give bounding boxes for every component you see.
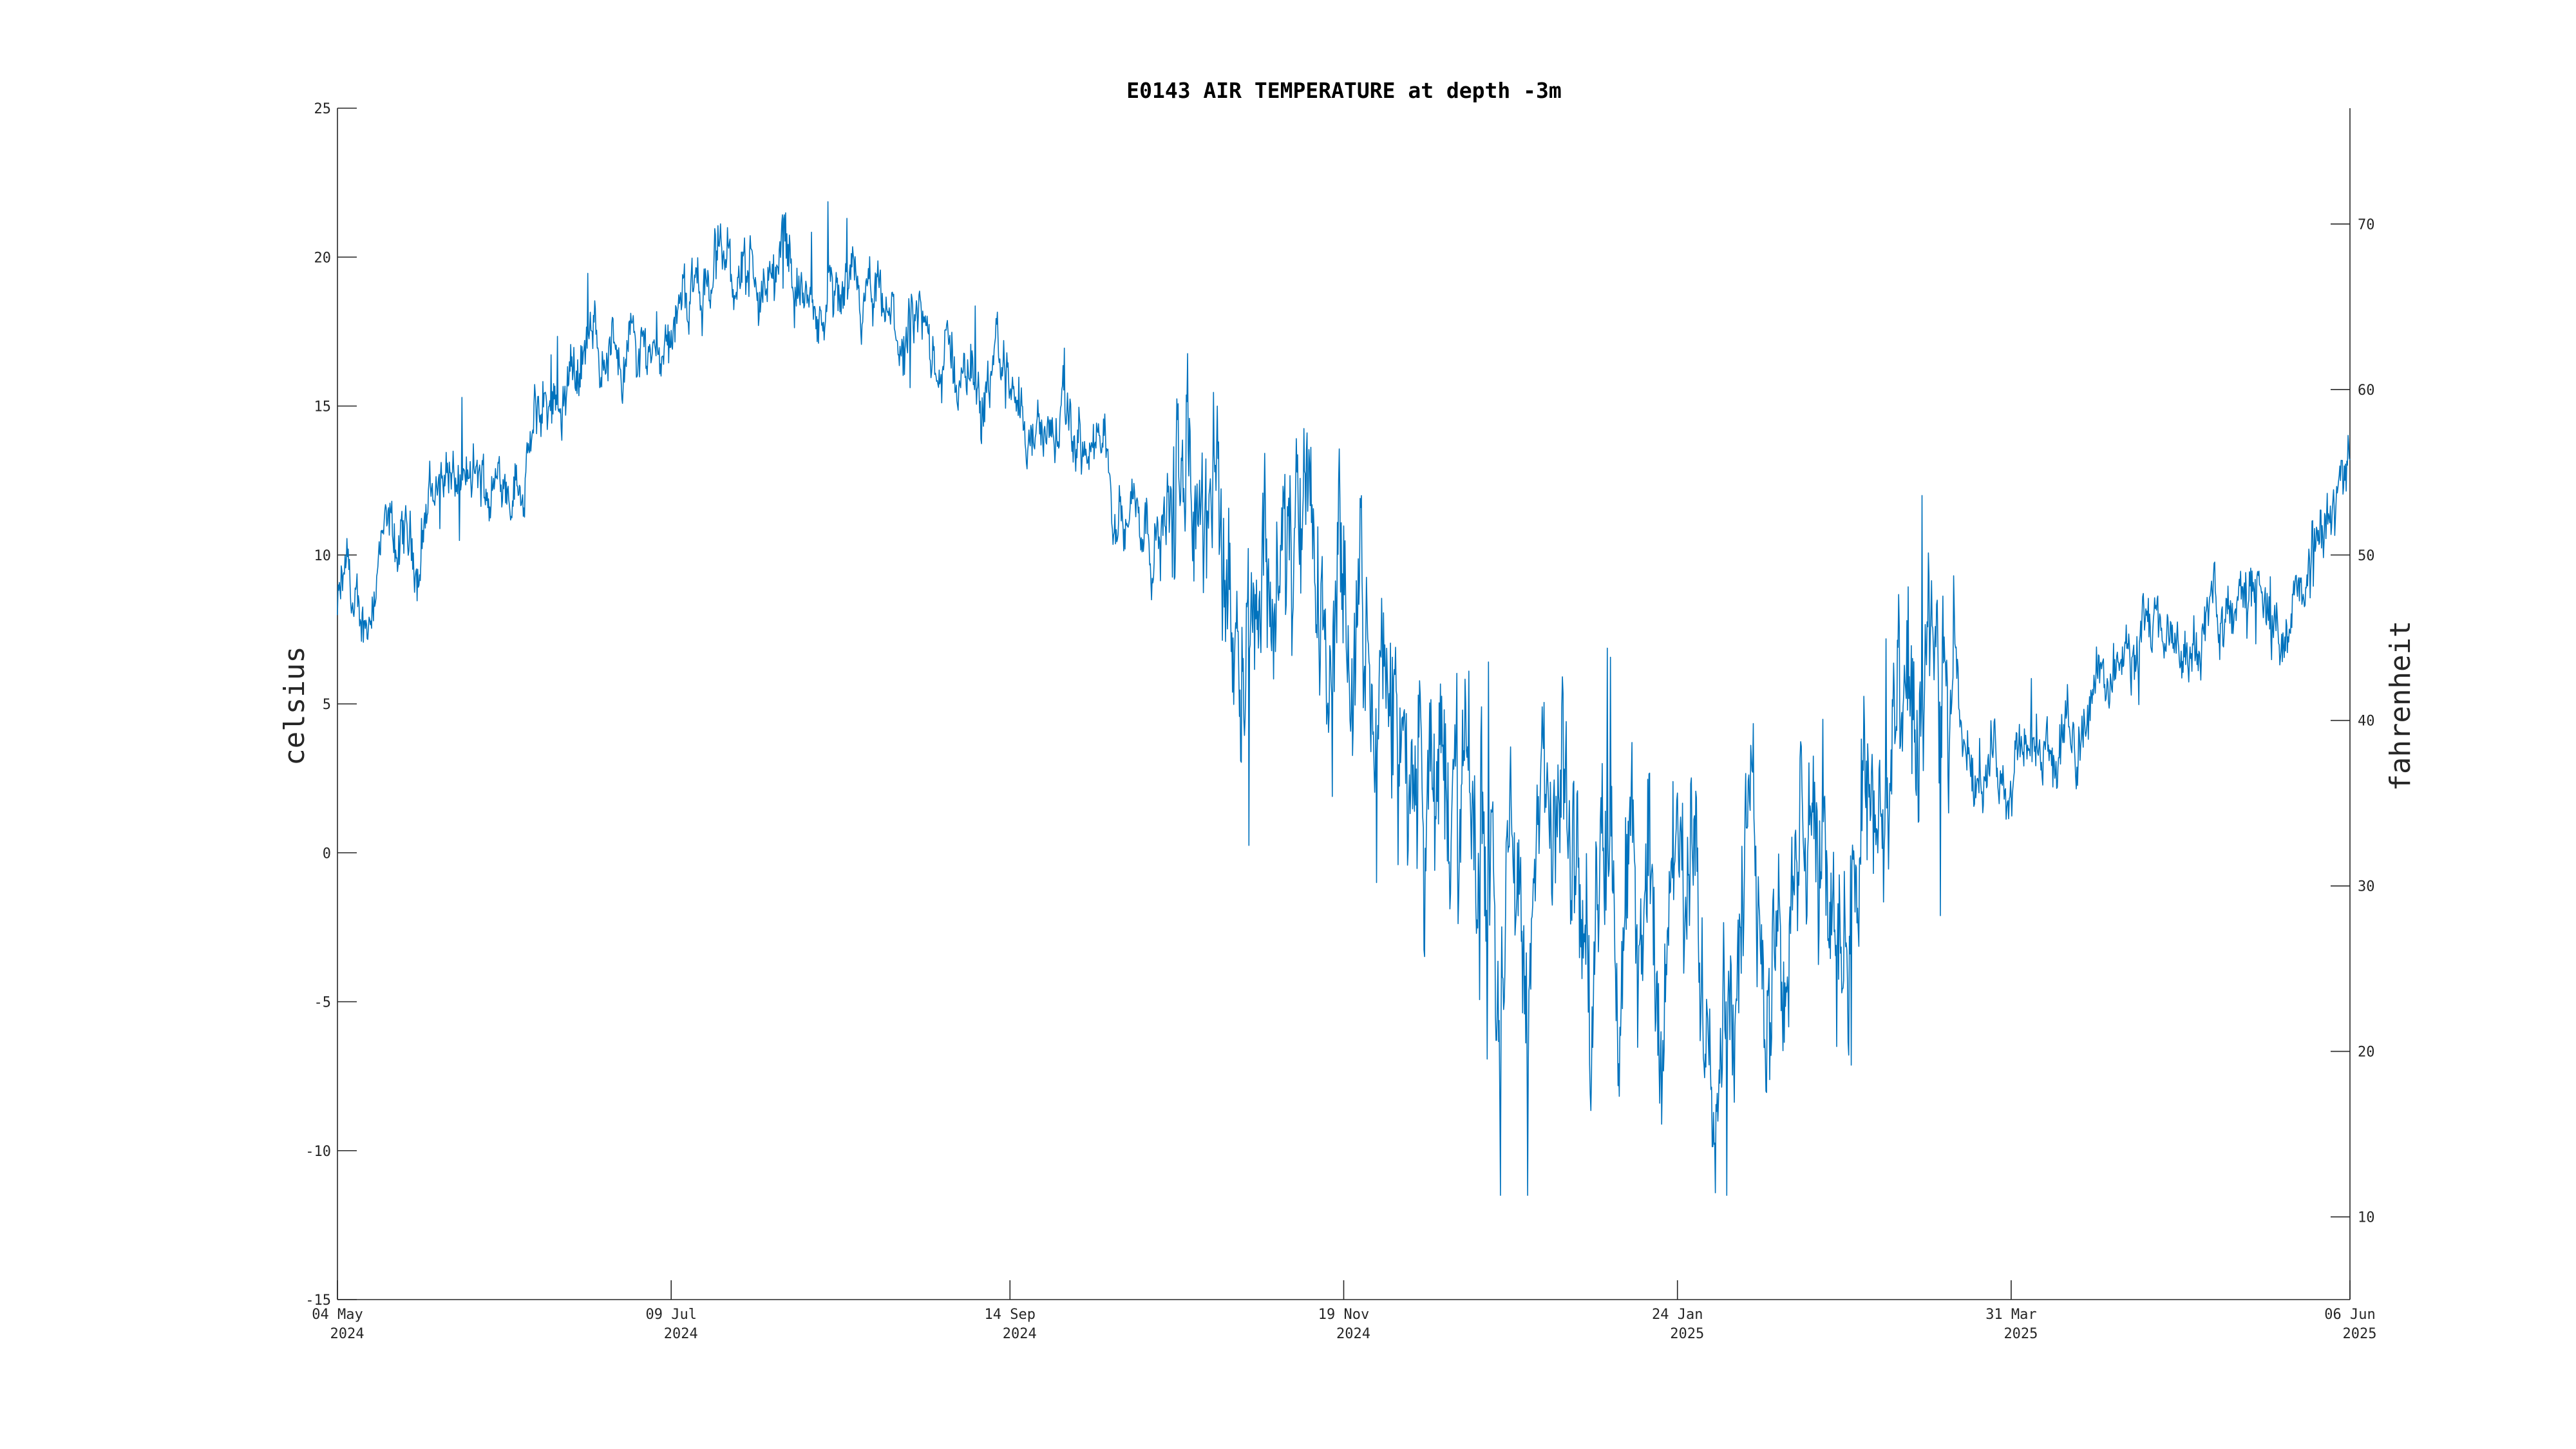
y-tick-right-label: 10 <box>2358 1210 2375 1226</box>
x-tick-label-date: 06 Jun <box>2324 1307 2375 1323</box>
y-tick-right-label: 70 <box>2358 217 2375 233</box>
x-tick-label-year: 2025 <box>2003 1326 2038 1342</box>
x-tick-label-date: 14 Sep <box>985 1307 1036 1323</box>
x-tick-label-date: 19 Nov <box>1318 1307 1369 1323</box>
y-tick-left-label: -5 <box>314 995 332 1011</box>
axes <box>337 108 2351 1300</box>
x-tick-label-year: 2025 <box>1670 1326 1704 1342</box>
series-line <box>337 201 2351 1196</box>
x-tick-label-date: 04 May <box>312 1307 363 1323</box>
y-tick-left-label: 20 <box>314 250 332 266</box>
x-tick-label-year: 2025 <box>2343 1326 2377 1342</box>
x-tick-label-date: 24 Jan <box>1652 1307 1703 1323</box>
y-tick-left-label: -15 <box>305 1293 331 1309</box>
y-tick-right-label: 30 <box>2358 879 2375 895</box>
y-tick-left-label: 10 <box>314 548 332 564</box>
y-tick-right-label: 60 <box>2358 383 2375 399</box>
x-tick-label-date: 09 Jul <box>645 1307 696 1323</box>
y-tick-right-label: 20 <box>2358 1045 2375 1061</box>
y-axis-label-right: fahrenheit <box>2384 621 2417 791</box>
plot-series <box>337 201 2351 1196</box>
y-tick-left-label: 5 <box>323 697 331 713</box>
x-ticks: 04 May 2024 09 Jul 2024 14 Sep 2024 19 Nov 2024… <box>312 1280 2376 1342</box>
y-tick-left-label: 0 <box>323 846 331 862</box>
chart-title: E0143 AIR TEMPERATURE at depth -3m <box>1126 78 1562 103</box>
y-tick-left-label: 15 <box>314 399 332 415</box>
x-tick-label-year: 2024 <box>330 1326 365 1342</box>
y-tick-left-label: 25 <box>314 101 332 117</box>
y-tick-left-label: -10 <box>305 1144 331 1160</box>
x-tick-label-date: 31 Mar <box>1985 1307 2036 1323</box>
y-axis-label-left: celsius <box>278 646 311 765</box>
x-tick-label-year: 2024 <box>1003 1326 1037 1342</box>
y-ticks-left: -15 -10 -5 0 5 10 15 20 25 <box>305 101 357 1309</box>
x-tick-label-year: 2024 <box>1336 1326 1370 1342</box>
y-tick-right-label: 40 <box>2358 714 2375 730</box>
x-tick-label-year: 2024 <box>664 1326 698 1342</box>
y-tick-right-label: 50 <box>2358 548 2375 564</box>
y-ticks-right: 10 20 30 40 50 60 70 <box>2331 217 2375 1226</box>
